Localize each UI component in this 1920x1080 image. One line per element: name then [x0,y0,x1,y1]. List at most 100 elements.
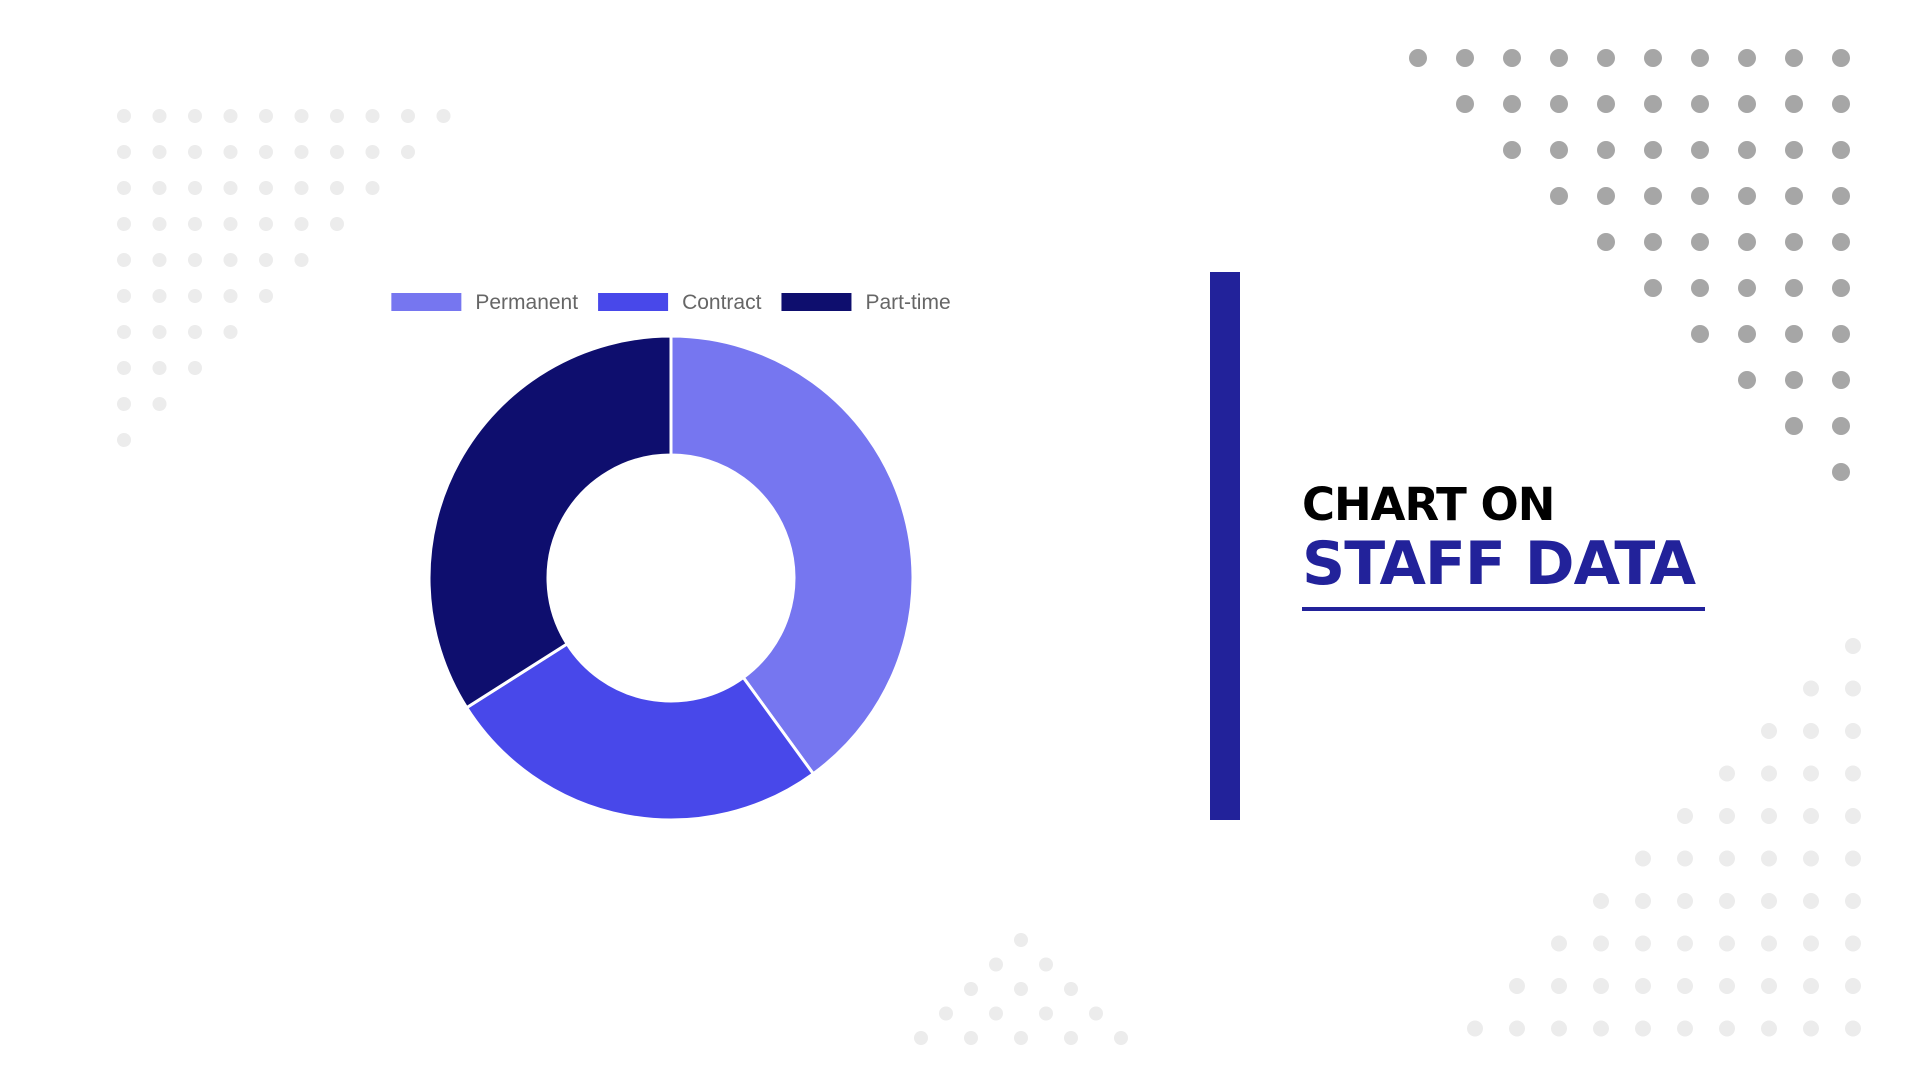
decorative-dot [294,145,309,159]
decorative-dot [1456,49,1474,67]
decorative-dot [1677,893,1693,909]
decorative-dot [1845,978,1861,994]
decorative-dot [1738,279,1756,297]
legend-swatch [598,293,669,311]
decorative-dot [188,217,202,231]
decorative-dot [1803,850,1819,867]
decorative-dot [1691,49,1709,67]
decorative-dot [1644,233,1662,251]
decorative-dot [188,289,202,303]
decorative-dot [1803,1020,1819,1037]
decorative-dot [152,361,167,375]
decorative-dot [294,217,309,231]
legend-item-part-time[interactable]: Part-time [781,291,951,314]
decorative-dot [1803,680,1819,697]
decorative-dot [152,253,167,267]
decorative-dot [259,217,273,231]
decorative-dot [1644,187,1662,205]
decorative-dot [1845,850,1861,867]
decorative-dot [1456,95,1474,113]
legend-label: Contract [682,291,762,314]
decorative-dot [1409,49,1427,67]
decorative-dot [117,217,131,231]
decorative-dot [1550,95,1568,113]
decorative-dot [1719,850,1735,867]
decorative-dot [1719,1020,1735,1037]
decorative-dot [1738,49,1756,67]
decorative-dot [365,109,380,123]
decorative-dot [294,181,309,195]
decorative-dot [989,1006,1003,1021]
decorative-dot [1832,187,1850,205]
decorative-dot [1738,233,1756,251]
decorative-dot [223,217,238,231]
decorative-dot [1803,723,1819,739]
decorative-dot [1597,49,1615,67]
decorative-dot [1785,371,1803,389]
decorative-dot [117,433,131,447]
decorative-dot [1635,893,1651,909]
decorative-dot [1593,935,1609,952]
decorative-dot [1635,935,1651,952]
decorative-dot [1014,1031,1028,1045]
decorative-dot [1803,808,1819,824]
decorative-dot [1644,279,1662,297]
decorative-dot [1803,893,1819,909]
decorative-dot [188,325,202,339]
decorative-dot [117,109,131,123]
decorative-dot [1761,850,1777,867]
slice-contract [464,641,816,822]
decorative-dot [1635,978,1651,994]
decorative-dot [1719,893,1735,909]
decorative-dot [401,145,415,159]
decorative-dot [1803,978,1819,994]
legend-label: Permanent [475,291,578,314]
decorative-dot [1550,141,1568,159]
decorative-dot [989,957,1003,972]
decorative-dot [117,361,131,375]
decorative-dot [1785,187,1803,205]
decorative-dot [188,109,202,123]
decorative-dot [1597,141,1615,159]
decorative-dot [939,1006,953,1021]
decorative-dot [1677,978,1693,994]
decorative-dot [1503,49,1521,67]
decorative-dot [259,253,273,267]
decorative-dot [1677,1020,1693,1037]
decorative-dot [1635,1020,1651,1037]
decorative-dot [1761,893,1777,909]
decorative-dot [1761,935,1777,952]
decorative-dot [152,145,167,159]
decorative-dot [1845,638,1861,654]
legend-swatch [391,293,462,311]
decorative-dot [1845,935,1861,952]
title-line-2: STAFF DATA [1302,529,1696,599]
decorative-dot [223,145,238,159]
decorative-dot [1785,417,1803,435]
decorative-dot [1644,95,1662,113]
decorative-dot [436,109,451,123]
decorative-dot [1509,978,1525,994]
legend-item-permanent[interactable]: Permanent [391,291,578,314]
decorative-dot [1551,1020,1567,1037]
slice-part-time [427,334,673,710]
vertical-divider [1210,272,1240,820]
decorative-dot [1719,978,1735,994]
decorative-dot [1832,371,1850,389]
decorative-dot [1761,978,1777,994]
decorative-dot [117,289,131,303]
decorative-dot [1761,765,1777,782]
decorative-dot [188,145,202,159]
decorative-dot [223,289,238,303]
decorative-dot [1738,95,1756,113]
legend-item-contract[interactable]: Contract [598,291,762,314]
decorative-dot [1593,1020,1609,1037]
decorative-dot [1089,1006,1103,1021]
decorative-dot [1832,279,1850,297]
decorative-dot [1467,1020,1483,1037]
decorative-dot [1845,680,1861,697]
decorative-dot [1832,141,1850,159]
decorative-dot [1635,850,1651,867]
decorative-dot [152,397,167,411]
